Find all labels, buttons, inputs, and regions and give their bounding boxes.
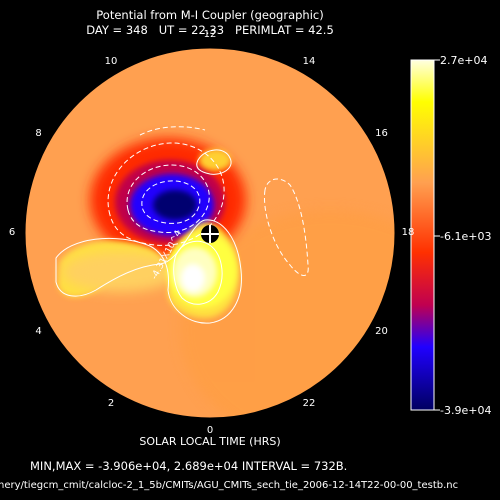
colorbar-min-label: -3.9e+04 — [440, 404, 492, 417]
perimlat-label: PERIMLAT = — [235, 23, 305, 37]
colorbar — [410, 59, 440, 411]
file-path-text: nery/tiegcm_cmit/calcloc-2_1_5b/CMITs/AG… — [0, 480, 459, 491]
plot-title: Potential from M-I Coupler (geographic) — [96, 8, 324, 22]
colorbar-max-label: 2.7e+04 — [440, 54, 488, 67]
day-value: 348 — [125, 23, 148, 37]
pole-marker — [201, 225, 219, 243]
local-time-tick-6: 6 — [8, 227, 16, 238]
local-time-tick-8: 8 — [35, 128, 42, 139]
local-time-tick-10: 10 — [104, 55, 118, 67]
pos-contour-small — [196, 149, 232, 175]
local-time-tick-12: 12 — [203, 29, 217, 40]
colorbar-scale — [410, 59, 435, 411]
plot-subtitle: DAY = 348 UT = 22.33 PERIMLAT = 42.5 — [0, 23, 420, 37]
background-gradient — [180, 210, 395, 418]
ut-value: 22.33 — [191, 23, 225, 37]
local-time-tick-2: 2 — [107, 398, 115, 410]
local-time-tick-14: 14 — [302, 55, 316, 67]
local-time-tick-4: 4 — [35, 326, 42, 337]
local-time-tick-0: 0 — [206, 425, 214, 436]
pos-contour-outer — [55, 219, 242, 324]
neg-contour-dip — [263, 178, 309, 276]
local-time-tick-16: 16 — [375, 128, 388, 139]
min-max-interval-text: MIN,MAX = -3.906e+04, 2.689e+04 INTERVAL… — [30, 459, 348, 473]
perimlat-value: 42.5 — [308, 23, 334, 37]
x-axis-label: SOLAR LOCAL TIME (HRS) — [139, 435, 281, 448]
local-time-tick-20: 20 — [375, 326, 388, 337]
colorbar-mid-label: -6.1e+03 — [440, 230, 492, 243]
neg-contour-outer — [107, 142, 225, 246]
local-time-tick-22: 22 — [302, 398, 316, 410]
neg-contour-inner — [141, 180, 201, 224]
day-label: DAY = — [86, 23, 123, 37]
dial-outline — [24, 47, 396, 419]
contour-lines — [55, 126, 309, 324]
ut-label: UT = — [158, 23, 188, 37]
local-time-tick-18: 18 — [401, 227, 415, 238]
neg-contour-mid — [126, 164, 210, 234]
pos-contour-inner — [173, 240, 223, 305]
neg-contour-top — [139, 126, 206, 136]
polar-dial: -4.31X10^4 — [24, 47, 396, 419]
